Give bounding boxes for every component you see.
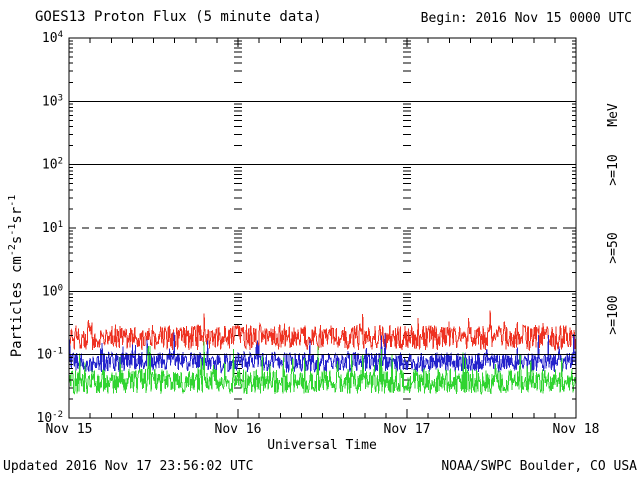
chart-title: GOES13 Proton Flux (5 minute data) bbox=[35, 9, 322, 25]
legend-label-100mev: >=100 bbox=[606, 295, 621, 334]
right-axis-title: MeV bbox=[606, 103, 621, 127]
x-tick-label-nov-15: Nov 15 bbox=[46, 422, 93, 437]
y-tick-label-1e3: 103 bbox=[42, 93, 63, 109]
legend-label-50mev: >=50 bbox=[606, 232, 621, 263]
y-tick-label-1e0: 100 bbox=[42, 283, 63, 299]
y-tick-label-1e4: 104 bbox=[42, 30, 63, 46]
trace-gege10 bbox=[68, 310, 577, 351]
axes-and-ticks bbox=[68, 37, 577, 419]
footer-updated: Updated 2016 Nov 17 23:56:02 UTC bbox=[3, 459, 253, 474]
trace-gege100 bbox=[68, 341, 577, 395]
y-tick-label-1e1: 101 bbox=[42, 220, 63, 236]
begin-timestamp: Begin: 2016 Nov 15 0000 UTC bbox=[421, 11, 632, 26]
legend-label-10mev: >=10 bbox=[606, 154, 621, 185]
decade-gridlines bbox=[69, 100, 576, 356]
x-tick-label-nov-17: Nov 17 bbox=[384, 422, 431, 437]
x-tick-label-nov-18: Nov 18 bbox=[553, 422, 600, 437]
x-tick-label-nov-16: Nov 16 bbox=[215, 422, 262, 437]
footer-source: NOAA/SWPC Boulder, CO USA bbox=[441, 459, 637, 474]
x-axis-title: Universal Time bbox=[267, 438, 377, 453]
trace-gege50 bbox=[68, 332, 577, 375]
energy-channel-labels: >=10 >=50 >=100 bbox=[606, 154, 621, 334]
y-tick-label-1e2: 102 bbox=[42, 157, 63, 173]
y-axis-title: Particles cm-2​s-1​sr-1​ bbox=[7, 195, 25, 358]
y-tick-label-1e-1: 10-1 bbox=[37, 347, 64, 363]
flux-traces bbox=[68, 310, 577, 395]
